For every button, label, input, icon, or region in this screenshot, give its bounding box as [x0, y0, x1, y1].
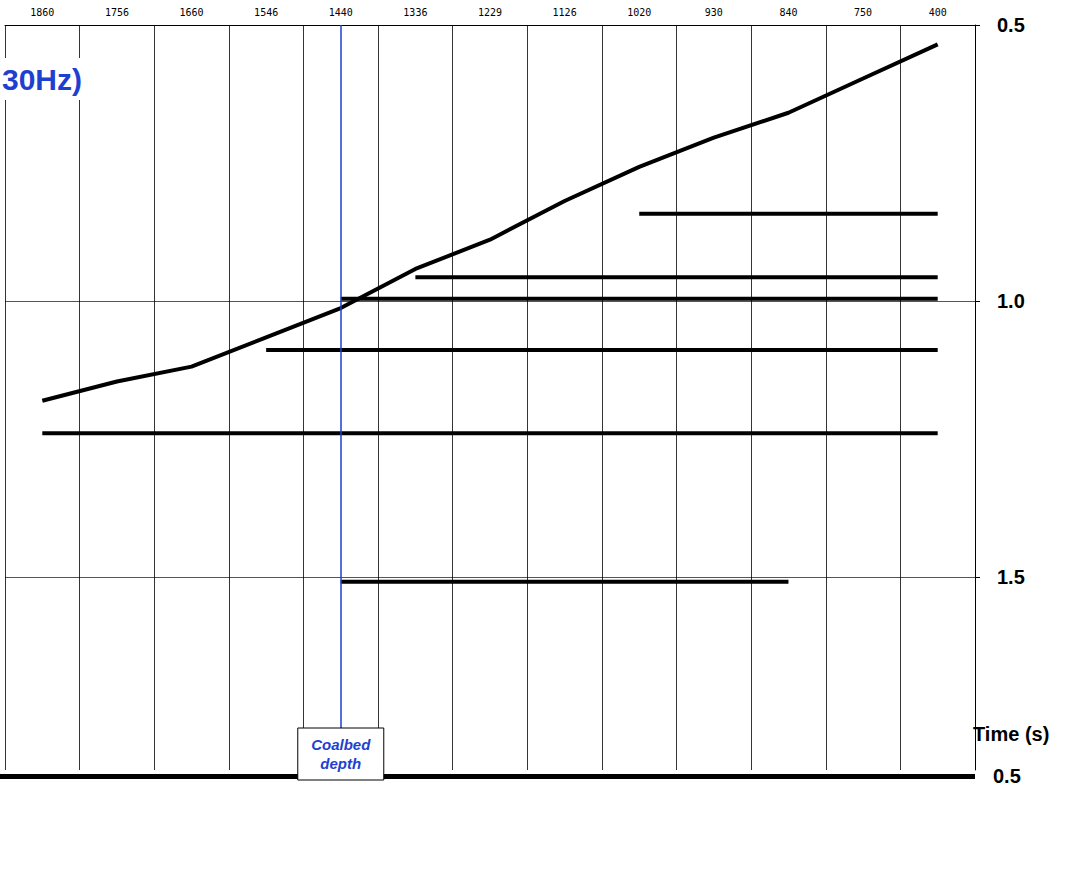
svg-text:840: 840	[779, 7, 797, 18]
svg-text:Coalbed: Coalbed	[311, 736, 371, 753]
svg-text:1546: 1546	[254, 7, 278, 18]
svg-text:400: 400	[929, 7, 947, 18]
svg-text:1.0: 1.0	[997, 290, 1025, 312]
svg-text:1229: 1229	[478, 7, 502, 18]
svg-text:1756: 1756	[105, 7, 129, 18]
svg-text:depth: depth	[320, 755, 361, 772]
svg-text:30Hz): 30Hz)	[2, 63, 82, 96]
svg-text:0.5: 0.5	[993, 765, 1021, 787]
svg-text:1336: 1336	[403, 7, 427, 18]
svg-text:Time (s): Time (s)	[973, 723, 1049, 745]
svg-text:1860: 1860	[30, 7, 54, 18]
svg-text:1440: 1440	[329, 7, 353, 18]
svg-text:1020: 1020	[627, 7, 651, 18]
svg-text:0.5: 0.5	[997, 14, 1025, 36]
svg-text:1660: 1660	[179, 7, 203, 18]
svg-text:930: 930	[705, 7, 723, 18]
svg-text:1126: 1126	[553, 7, 577, 18]
svg-text:1.5: 1.5	[997, 566, 1025, 588]
svg-text:750: 750	[854, 7, 872, 18]
